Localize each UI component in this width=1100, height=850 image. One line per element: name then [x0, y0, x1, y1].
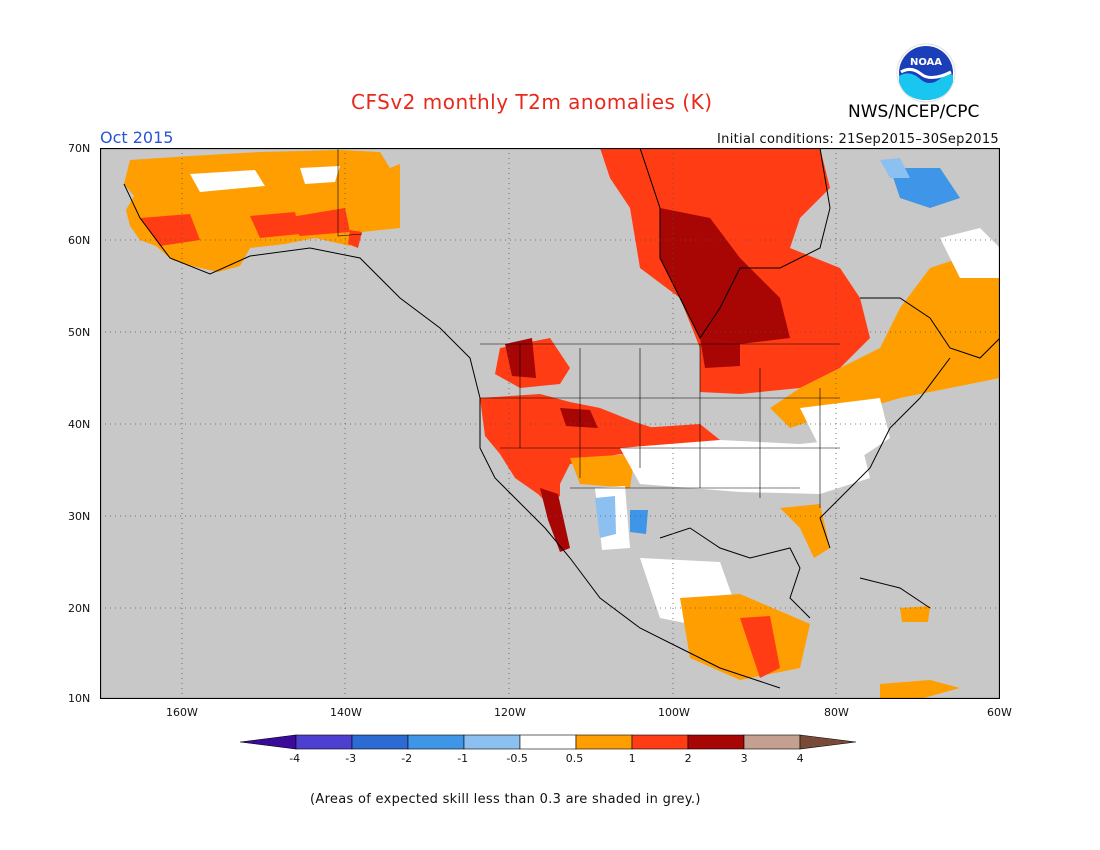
legend-tick-label: -3 [345, 752, 357, 765]
skill-footnote: (Areas of expected skill less than 0.3 a… [310, 792, 701, 807]
legend-tick-label: 1 [628, 752, 636, 765]
legend-tick-label: 4 [796, 752, 804, 765]
lat-label-40n: 40N [68, 418, 91, 431]
color-legend [240, 734, 857, 750]
legend-swatch [463, 734, 521, 750]
coastlines [123, 148, 1000, 689]
lon-label-120w: 120W [494, 706, 526, 719]
lat-label-50n: 50N [68, 326, 91, 339]
legend-tick-label: 3 [740, 752, 748, 765]
graticule [100, 148, 1000, 699]
lat-label-30n: 30N [68, 510, 91, 523]
legend-tick-label: -1 [457, 752, 469, 765]
anomaly-map [100, 148, 1000, 699]
lat-label-70n: 70N [68, 142, 91, 155]
eastern-anomaly-region [770, 158, 1000, 558]
legend-tick-label: -0.5 [506, 752, 528, 765]
legend-swatch [631, 734, 689, 750]
logo-text: NOAA [910, 57, 942, 68]
map-frame [100, 148, 1000, 699]
map-title: CFSv2 monthly T2m anomalies (K) [351, 90, 713, 114]
lon-label-60w: 60W [987, 706, 1012, 719]
legend-swatch [687, 734, 745, 750]
lat-label-20n: 20N [68, 602, 91, 615]
lat-label-60n: 60N [68, 234, 91, 247]
lat-label-10n: 10N [68, 692, 91, 705]
legend-swatch-lowest [240, 734, 297, 750]
caribbean-anomaly-region [880, 606, 960, 699]
lon-label-160w: 160W [166, 706, 198, 719]
legend-swatch [519, 734, 577, 750]
noaa-logo: NOAA [896, 43, 956, 103]
legend-swatch [295, 734, 353, 750]
legend-swatch [575, 734, 633, 750]
legend-tick-label: 0.5 [565, 752, 584, 765]
west-us-anomaly-region [480, 338, 720, 552]
legend-swatch [351, 734, 409, 750]
political-borders [337, 148, 840, 508]
legend-tick-label: 2 [684, 752, 692, 765]
south-central-neutral-region [620, 438, 870, 680]
lon-label-80w: 80W [824, 706, 849, 719]
lon-label-140w: 140W [330, 706, 362, 719]
central-canada-anomaly-region [600, 148, 870, 394]
legend-swatch [743, 734, 801, 750]
legend-swatch-highest [799, 734, 857, 750]
legend-tick-label: -4 [289, 752, 301, 765]
legend-tick-label: -2 [401, 752, 413, 765]
agency-label: NWS/NCEP/CPC [848, 102, 980, 122]
initial-conditions: Initial conditions: 21Sep2015–30Sep2015 [717, 132, 999, 147]
forecast-month: Oct 2015 [100, 128, 174, 147]
legend-swatch [407, 734, 465, 750]
lon-label-100w: 100W [658, 706, 690, 719]
